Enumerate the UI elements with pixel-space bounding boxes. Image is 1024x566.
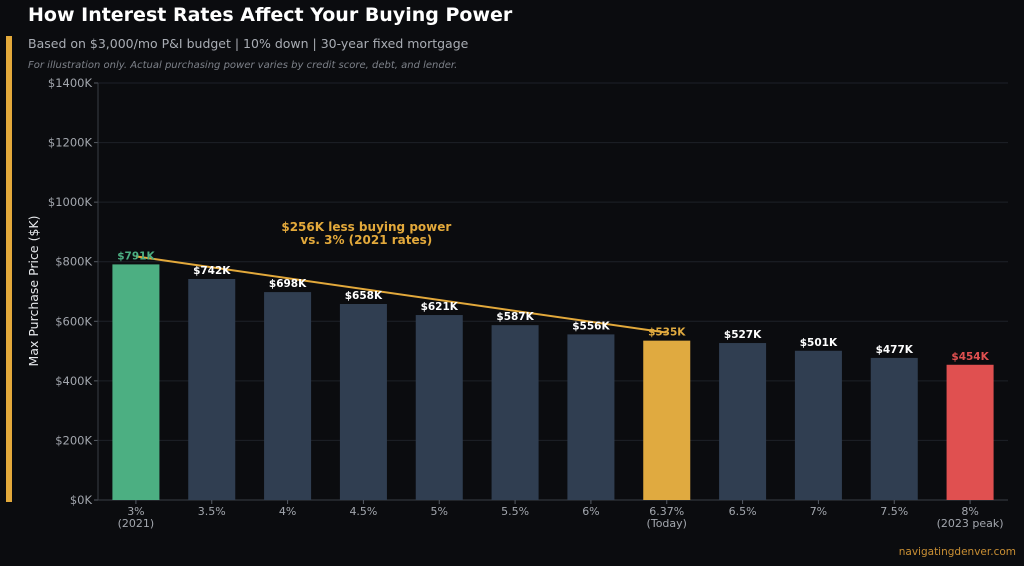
x-tick-label: 7% [810,505,827,518]
data-label: $658K [345,290,383,302]
data-label: $698K [269,278,307,290]
chart-title: How Interest Rates Affect Your Buying Po… [28,4,513,26]
bar [264,292,312,500]
chart-subtitle: Based on $3,000/mo P&I budget | 10% down… [28,36,469,51]
data-label: $535K [648,327,686,339]
annotation-text: vs. 3% (2021 rates) [300,233,432,247]
x-tick-label: 6% [582,505,599,518]
x-tick-label: (2023 peak) [937,517,1004,530]
bar [643,340,691,500]
data-label: $621K [421,301,459,313]
y-tick-label: $1400K [48,76,93,90]
data-label: $477K [876,344,914,356]
bar [415,315,463,500]
y-tick-label: $0K [70,493,93,507]
x-tick-label: 6.5% [729,505,757,518]
bar [112,264,160,500]
bar [794,350,842,500]
y-tick-label: $800K [55,255,92,269]
bar [567,334,615,500]
y-axis-label: Max Purchase Price ($K) [26,216,41,367]
x-tick-label: 3% [127,505,144,518]
x-tick-label: (Today) [647,517,687,530]
x-tick-label: 4.5% [349,505,377,518]
annotation-text: $256K less buying power [281,220,451,234]
x-tick-label: 8% [961,505,978,518]
bar [491,325,539,500]
data-label: $791K [117,250,155,262]
bar [719,343,767,500]
data-label: $454K [951,351,989,363]
x-tick-label: 5.5% [501,505,529,518]
data-label: $742K [193,265,231,277]
x-tick-label: 6.37% [649,505,684,518]
bar [870,357,918,500]
bar [946,364,994,500]
x-tick-label: 5% [431,505,448,518]
accent-bar [6,36,12,502]
bar [339,304,387,500]
data-label: $501K [800,337,838,349]
x-tick-label: 3.5% [198,505,226,518]
source-credit: navigatingdenver.com [898,546,1016,558]
y-tick-label: $1000K [48,195,93,209]
data-label: $556K [572,320,610,332]
y-tick-label: $600K [55,314,92,328]
x-tick-label: (2021) [118,517,155,530]
x-tick-label: 7.5% [880,505,908,518]
y-tick-label: $400K [55,374,92,388]
data-label: $527K [724,329,762,341]
y-tick-label: $200K [55,433,92,447]
x-tick-label: 4% [279,505,296,518]
disclaimer-note: For illustration only. Actual purchasing… [28,60,458,71]
y-tick-label: $1200K [48,136,93,150]
bar [188,278,236,500]
annotation-line [135,255,667,334]
data-label: $587K [496,311,534,323]
